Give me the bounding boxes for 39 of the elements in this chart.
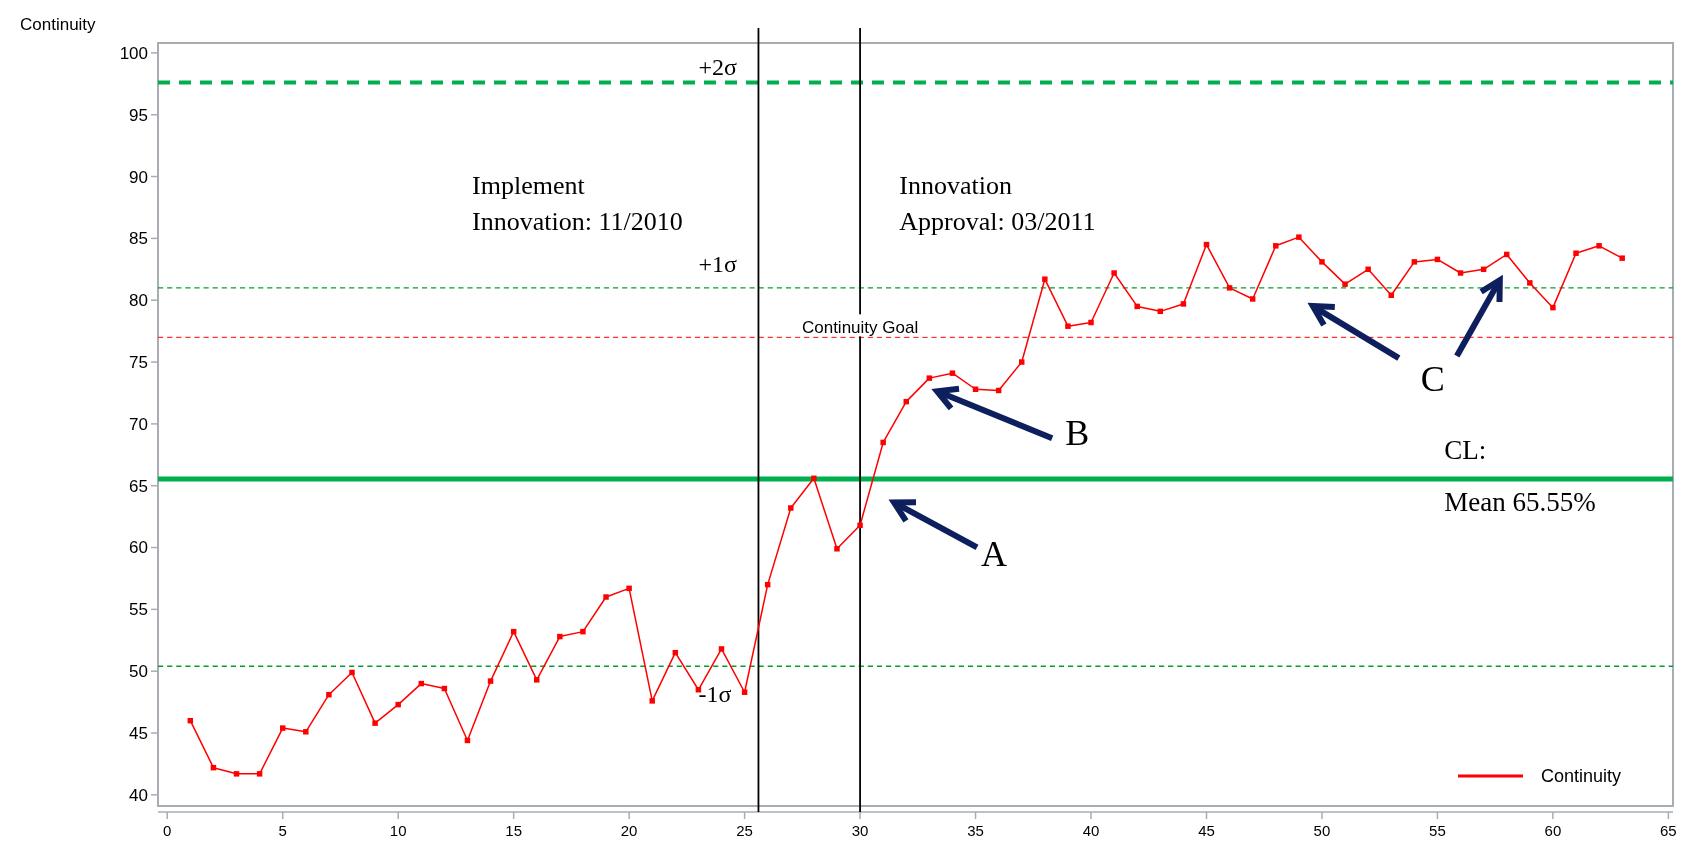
x-tick-label: 40 [1082,822,1100,839]
x-tick-label: 55 [1429,822,1446,839]
y-tick-label: 50 [129,662,148,682]
ref-line-label: +1σ [698,250,737,277]
x-tick-label: 45 [1198,822,1215,839]
x-tick-label: 50 [1313,822,1331,839]
y-tick-label: 85 [129,229,148,249]
ref-line-label: +2σ [698,53,737,80]
y-tick-label: 55 [129,600,148,620]
y-tick-label: 95 [129,105,148,125]
ref-line-label: CL: Mean 65.55% [1444,435,1596,518]
y-tick-label: 40 [129,785,148,805]
y-tick-label: 65 [129,476,148,496]
legend-label: Continuity [1541,766,1622,787]
x-tick-label: 10 [389,822,407,839]
annotation: A [981,533,1008,574]
y-tick-label: 60 [129,538,148,558]
annotation: C [1420,359,1445,400]
annotation: Innovation Approval: 03/2011 [899,170,1096,236]
ref-line-label: -1σ [698,681,732,708]
annotation: Implement Innovation: 11/2010 [472,170,683,236]
x-tick-label: 60 [1544,822,1562,839]
x-tick-label: 15 [505,822,522,839]
y-tick-label: 90 [129,167,148,187]
y-tick-label: 80 [129,291,148,311]
y-tick-label: 45 [129,723,148,743]
y-axis-title: Continuity [20,15,97,34]
x-tick-label: 20 [620,822,638,839]
y-tick-label: 100 [119,43,148,63]
x-tick-label: 0 [163,822,172,839]
y-tick-label: 75 [129,353,148,372]
annotation: B [1065,412,1090,453]
y-tick-label: 70 [129,414,148,434]
x-tick-label: 30 [851,822,869,839]
x-tick-label: 35 [967,822,984,839]
x-tick-label: 25 [736,822,753,839]
x-tick-label: 65 [1660,822,1677,839]
x-tick-label: 5 [278,822,287,839]
ref-line-label: Continuity Goal [801,318,919,338]
